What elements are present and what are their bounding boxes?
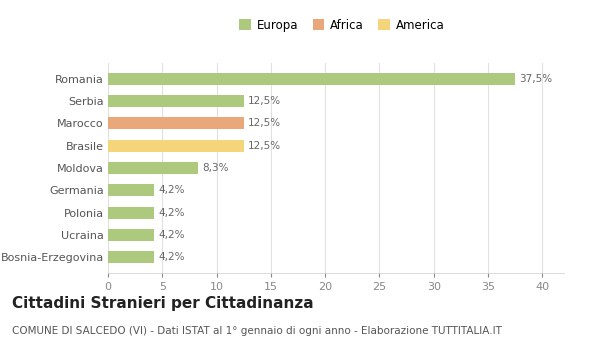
Bar: [108, 251, 154, 264]
Text: 4,2%: 4,2%: [158, 186, 184, 195]
Text: COMUNE DI SALCEDO (VI) - Dati ISTAT al 1° gennaio di ogni anno - Elaborazione TU: COMUNE DI SALCEDO (VI) - Dati ISTAT al 1…: [12, 326, 502, 336]
Bar: [108, 117, 244, 130]
Bar: [108, 140, 244, 152]
Bar: [108, 229, 154, 241]
Bar: [108, 184, 154, 196]
Text: Cittadini Stranieri per Cittadinanza: Cittadini Stranieri per Cittadinanza: [12, 296, 314, 311]
Text: 37,5%: 37,5%: [520, 74, 553, 84]
Text: 12,5%: 12,5%: [248, 141, 281, 150]
Bar: [108, 162, 198, 174]
Text: 4,2%: 4,2%: [158, 208, 184, 218]
Bar: [108, 72, 515, 85]
Text: 8,3%: 8,3%: [202, 163, 229, 173]
Bar: [108, 95, 244, 107]
Text: 4,2%: 4,2%: [158, 252, 184, 262]
Text: 12,5%: 12,5%: [248, 96, 281, 106]
Text: 12,5%: 12,5%: [248, 118, 281, 128]
Text: 4,2%: 4,2%: [158, 230, 184, 240]
Bar: [108, 206, 154, 219]
Legend: Europa, Africa, America: Europa, Africa, America: [237, 16, 447, 34]
